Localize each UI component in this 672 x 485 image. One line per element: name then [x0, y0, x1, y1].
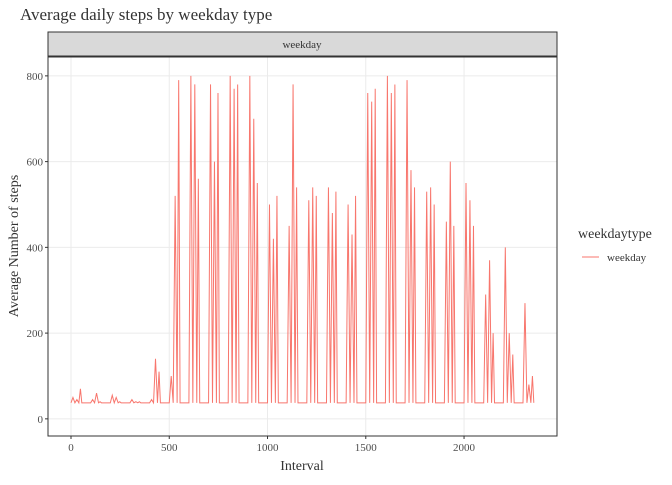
legend-title: weekdaytype	[578, 227, 652, 242]
y-tick-label: 200	[27, 328, 44, 340]
legend-label: weekday	[607, 252, 647, 264]
x-tick-label: 2000	[453, 442, 476, 454]
chart-title: Average daily steps by weekday type	[20, 5, 272, 24]
x-tick-label: 500	[161, 442, 178, 454]
x-axis-label: Interval	[280, 459, 324, 474]
x-tick-label: 1000	[257, 442, 280, 454]
y-axis-label: Average Number of steps	[7, 175, 22, 317]
x-tick-label: 0	[68, 442, 74, 454]
facet-label: weekday	[282, 39, 322, 51]
y-tick-label: 600	[27, 157, 44, 169]
plot-border	[47, 56, 558, 437]
y-tick-label: 800	[27, 71, 44, 83]
x-tick-label: 1500	[355, 442, 378, 454]
y-tick-label: 400	[27, 242, 44, 254]
facet-strip	[47, 31, 558, 57]
y-tick-label: 0	[38, 414, 44, 426]
data-line	[70, 75, 535, 405]
